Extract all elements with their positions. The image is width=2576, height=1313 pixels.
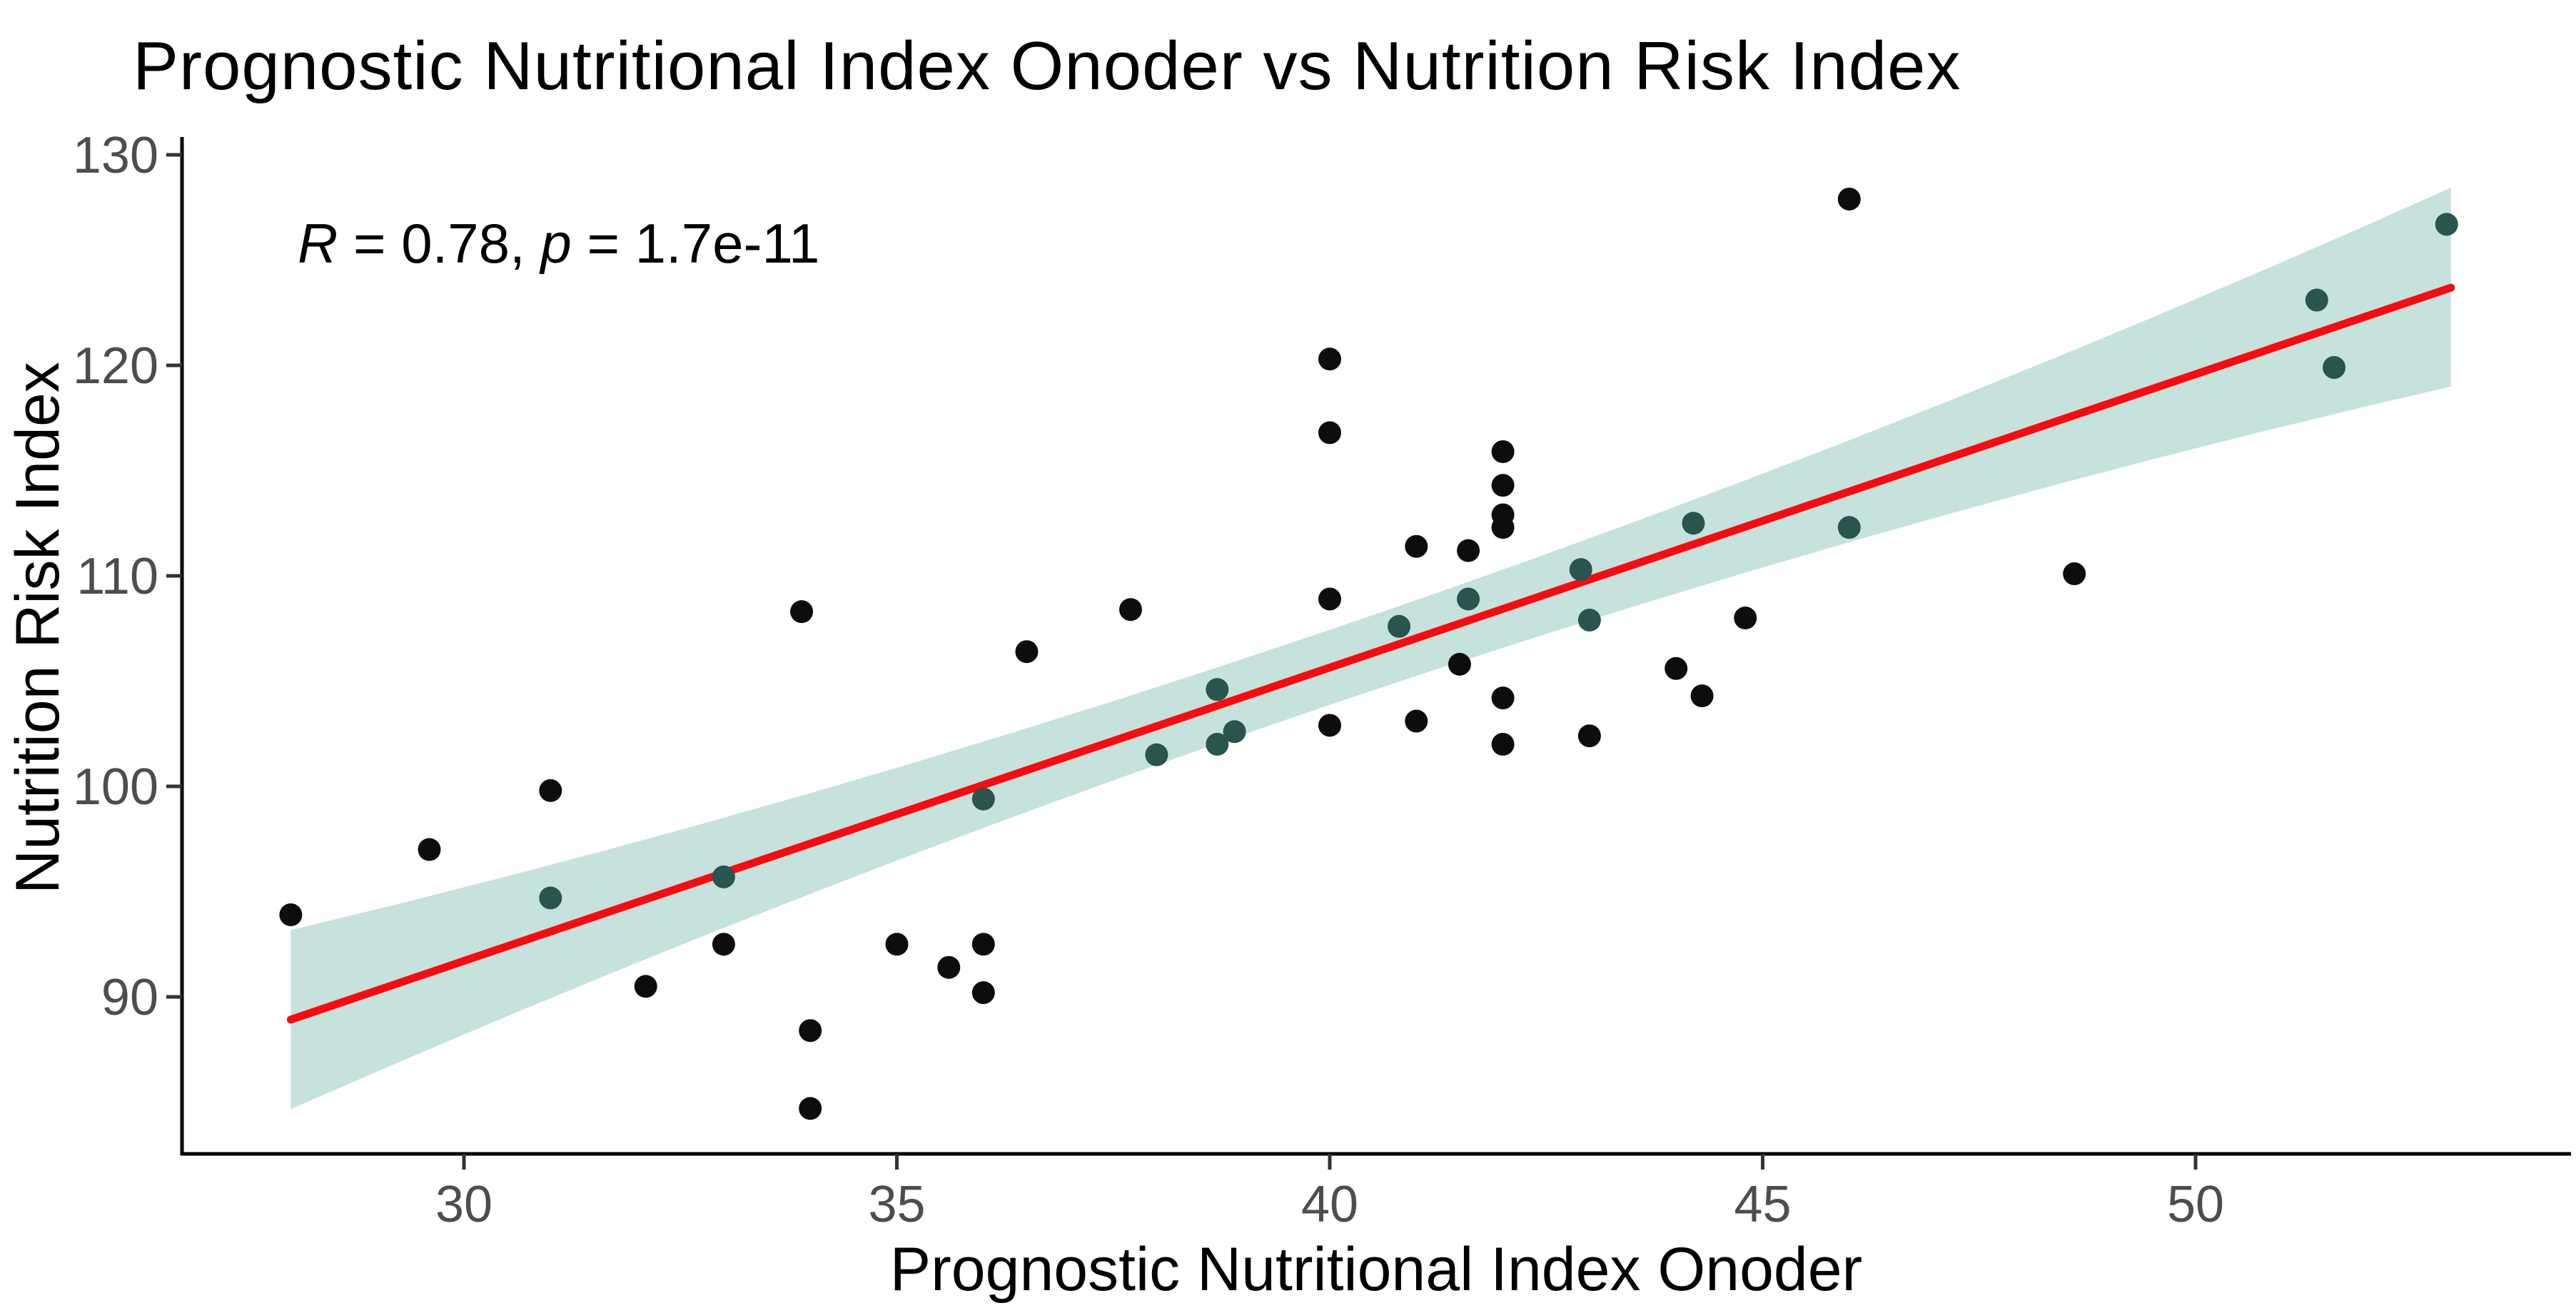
data-point — [1457, 539, 1480, 562]
r-symbol: R — [298, 212, 338, 275]
x-tick-label: 50 — [2167, 1176, 2224, 1233]
y-tick-label: 100 — [73, 759, 158, 816]
p-symbol: p — [540, 212, 572, 275]
chart-title: Prognostic Nutritional Index Onoder vs N… — [133, 28, 1961, 104]
data-point — [1837, 187, 1861, 211]
data-point — [1318, 587, 1341, 611]
data-point — [799, 1097, 822, 1120]
data-point — [937, 955, 961, 979]
x-axis-label: Prognostic Nutritional Index Onoder — [889, 1235, 1863, 1304]
data-point — [1577, 608, 1601, 632]
data-point — [885, 933, 909, 956]
data-point — [1119, 598, 1143, 622]
data-point — [1690, 684, 1714, 708]
p-value-text: = 1.7e-11 — [571, 212, 820, 275]
data-point — [1457, 587, 1480, 611]
regression-line — [286, 283, 2455, 1024]
data-point — [1837, 516, 1861, 539]
data-point — [712, 933, 735, 956]
data-point — [2435, 213, 2458, 236]
data-point — [971, 981, 995, 1005]
data-point — [1491, 686, 1515, 710]
correlation-annotation: R = 0.78, p = 1.7e-11 — [298, 211, 819, 276]
data-point — [279, 903, 303, 926]
x-tick-label: 30 — [435, 1176, 493, 1233]
x-tick-label: 45 — [1734, 1176, 1791, 1233]
data-point — [1491, 474, 1515, 497]
data-point — [1491, 733, 1515, 756]
data-point — [1318, 348, 1341, 371]
data-point — [2063, 562, 2086, 586]
data-point — [1318, 714, 1341, 737]
data-point — [1734, 607, 1757, 629]
data-point — [1015, 640, 1039, 664]
data-point — [1448, 652, 1471, 676]
y-tick-label: 90 — [101, 969, 158, 1026]
data-point — [634, 975, 657, 998]
x-tick-label: 35 — [868, 1176, 925, 1233]
data-point — [1569, 558, 1592, 582]
data-point — [1318, 421, 1341, 445]
data-point — [539, 886, 562, 910]
data-point — [1405, 709, 1428, 733]
y-tick-label: 120 — [73, 338, 158, 395]
data-point — [1206, 733, 1229, 756]
data-point — [1577, 724, 1601, 748]
data-point — [1682, 512, 1705, 535]
data-point — [418, 838, 441, 861]
r-value-text: = 0.78, — [338, 212, 541, 275]
data-point — [971, 933, 995, 956]
y-tick-label: 130 — [73, 127, 158, 184]
x-tick-label: 40 — [1301, 1176, 1358, 1233]
data-point — [1206, 678, 1229, 701]
data-point — [1223, 720, 1246, 744]
data-point — [2305, 288, 2328, 312]
data-point — [799, 1019, 822, 1043]
data-point — [971, 787, 995, 811]
confidence-band — [291, 188, 2451, 1110]
data-point — [539, 779, 562, 802]
y-tick-label: 110 — [76, 548, 158, 605]
data-point — [1491, 440, 1515, 463]
data-point — [790, 600, 814, 624]
data-point — [1665, 656, 1688, 680]
data-point — [1388, 614, 1411, 638]
data-point — [1491, 516, 1515, 539]
data-point — [1145, 743, 1168, 766]
data-point — [2323, 355, 2346, 379]
data-point — [712, 865, 735, 888]
data-point — [1405, 534, 1428, 558]
